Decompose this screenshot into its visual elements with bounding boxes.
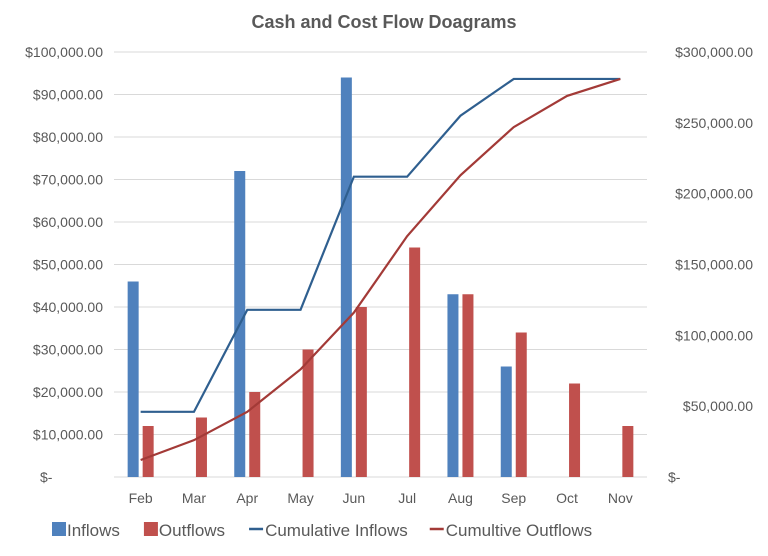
legend-label: Outflows [159,521,225,540]
right-axis-tick-label: $250,000.00 [675,115,753,131]
right-axis-tick-label: $- [668,469,681,485]
outflow-bar [249,392,261,477]
outflow-bar [409,247,421,477]
outflow-bar [569,383,581,477]
legend-swatch-inflows [52,522,66,536]
left-axis-tick-label: $10,000.00 [33,427,103,443]
x-axis-tick-label: Nov [608,490,633,506]
left-axis-tick-label: $70,000.00 [33,172,103,188]
legend-label: Cumulative Inflows [265,521,408,540]
left-axis-tick-label: $60,000.00 [33,214,103,230]
legend-label: Inflows [67,521,120,540]
outflow-bar [355,307,367,477]
left-axis-tick-label: $30,000.00 [33,342,103,358]
right-axis-tick-label: $50,000.00 [683,398,753,414]
x-axis-tick-label: Apr [236,490,258,506]
inflow-bar [447,294,459,477]
legend-swatch-outflows [143,522,158,536]
chart-title: Cash and Cost Flow Doagrams [251,12,516,32]
outflow-bar [302,349,314,477]
left-axis-tick-label: $- [40,469,53,485]
inflow-bar [340,77,352,477]
x-axis-tick-label: Jun [343,490,366,506]
x-axis-tick-label: Oct [556,490,578,506]
x-axis-tick-label: Sep [501,490,526,506]
x-axis-tick-label: Mar [182,490,206,506]
outflow-bar [622,426,634,477]
left-axis-tick-label: $80,000.00 [33,129,103,145]
left-axis-tick-label: $40,000.00 [33,299,103,315]
cumulative-inflows-line [140,77,621,413]
outflow-bar [515,332,527,477]
legend-label: Cumultive Outflows [446,521,592,540]
right-axis-tick-label: $200,000.00 [675,186,753,202]
right-axis-tick-label: $100,000.00 [675,327,753,343]
outflow-bar [142,426,154,477]
outflow-bar [462,294,474,477]
outflow-bar [195,417,207,477]
right-axis-tick-label: $300,000.00 [675,44,753,60]
left-axis-tick-label: $20,000.00 [33,384,103,400]
x-axis-tick-label: Jul [398,490,416,506]
cumulative-outflows-line [140,77,621,462]
left-axis-tick-label: $50,000.00 [33,257,103,273]
left-axis-tick-label: $90,000.00 [33,87,103,103]
left-axis-tick-label: $100,000.00 [25,44,103,60]
inflow-bar [500,366,512,477]
x-axis-tick-label: Aug [448,490,473,506]
x-axis-tick-label: May [287,490,313,506]
right-axis-tick-label: $150,000.00 [675,257,753,273]
x-axis-tick-label: Feb [129,490,153,506]
inflow-bar [127,281,139,477]
